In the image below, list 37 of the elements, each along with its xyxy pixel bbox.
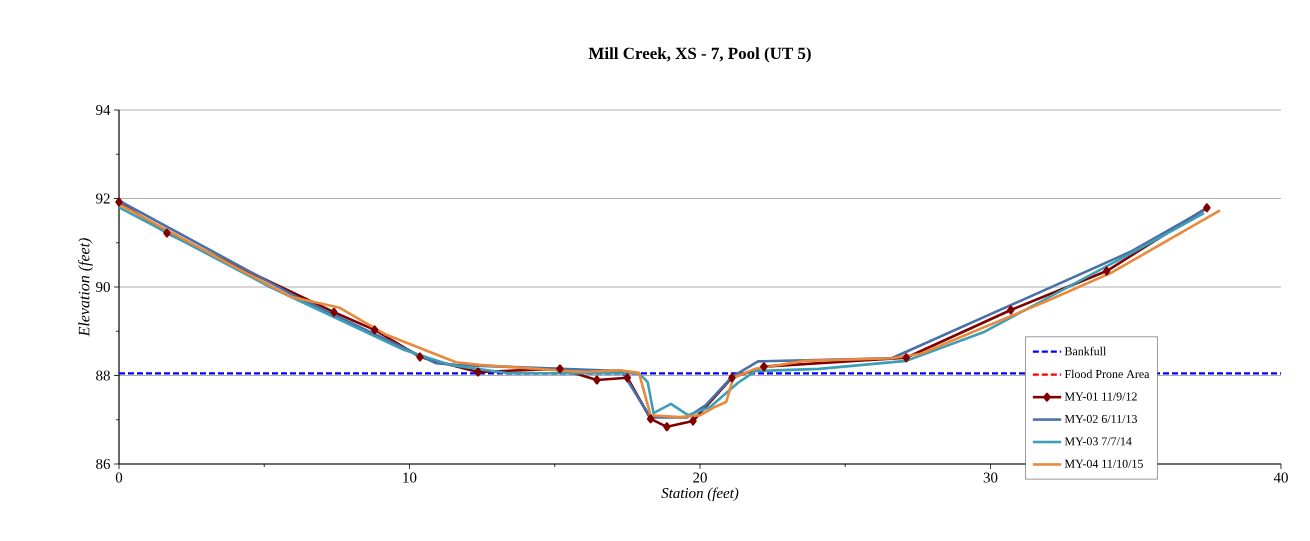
legend-label: Bankfull [1064, 346, 1107, 356]
y-tick-label: 86 [96, 458, 111, 470]
point [416, 352, 424, 362]
legend-label: MY-02 6/11/13 [1064, 414, 1137, 423]
point [163, 228, 171, 238]
legend-label: Flood Prone Area [1064, 369, 1150, 379]
x-tick-label: 30 [983, 472, 998, 483]
point [689, 416, 697, 426]
point [330, 307, 338, 317]
point [1007, 305, 1015, 315]
point [728, 373, 736, 383]
legend-label: MY-01 11/9/12 [1064, 392, 1137, 401]
x-axis-title: Station (feet) [661, 487, 739, 502]
point [556, 364, 564, 374]
point [370, 325, 379, 335]
legend-label: MY-03 7/7/14 [1064, 437, 1132, 446]
point [623, 373, 632, 383]
chart-title: Mill Creek, XS - 7, Pool (UT 5) [588, 47, 811, 63]
y-axis-title: Elevation (feet) [78, 238, 93, 337]
point [760, 362, 768, 372]
y-tick-label: 94 [96, 104, 111, 116]
legend-label: MY-04 11/10/15 [1064, 459, 1143, 468]
x-tick-label: 40 [1273, 472, 1288, 483]
y-tick-label: 88 [96, 370, 110, 381]
x-tick-label: 20 [693, 472, 707, 483]
y-tick-label: 92 [96, 193, 110, 204]
point [1203, 203, 1211, 213]
point [646, 414, 655, 424]
point [474, 367, 482, 377]
point [593, 375, 601, 385]
point [1102, 266, 1111, 276]
x-tick-label: 10 [403, 472, 417, 483]
point [902, 353, 910, 363]
point [663, 422, 671, 432]
x-tick-label: 0 [115, 472, 123, 483]
y-tick-label: 90 [96, 281, 110, 293]
point [115, 197, 123, 207]
